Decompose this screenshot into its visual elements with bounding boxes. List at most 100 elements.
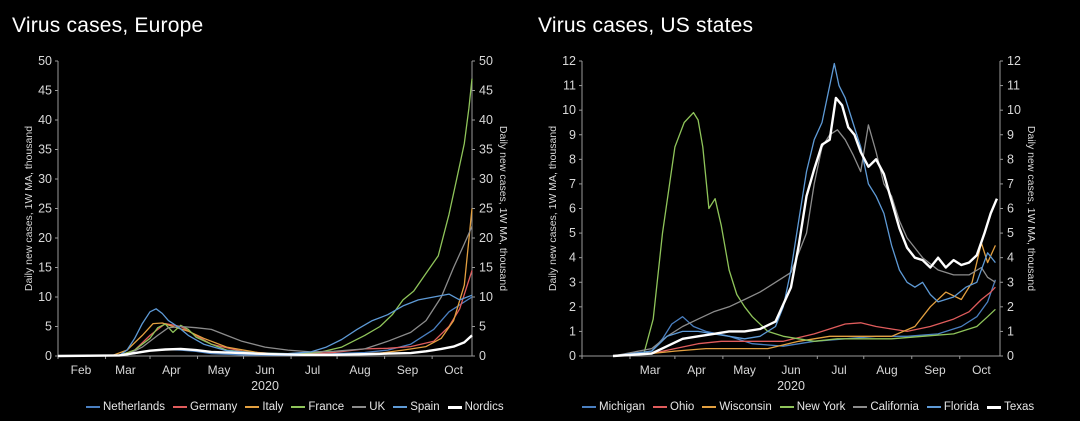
y2-tick-label: 11: [1007, 79, 1020, 93]
legend-swatch: [702, 406, 717, 408]
x-tick-label: Jul: [305, 363, 320, 377]
y2-tick-label: 3: [1007, 275, 1014, 289]
series-line-ohio: [612, 286, 996, 357]
x-tick-label: Mar: [640, 363, 661, 377]
legend-swatch: [352, 406, 367, 408]
europe-legend: Netherlands Germany Italy France UK Spain Nord…: [86, 401, 512, 413]
y-tick-label: 20: [38, 231, 52, 245]
legend-item-florida: Florida: [926, 401, 980, 413]
legend-label: Nordics: [464, 401, 504, 413]
legend-swatch: [173, 406, 188, 408]
europe-chart-panel: Virus cases, Europe 0 0 5 5 10 10 15 15 20 20 25 25…: [12, 14, 512, 413]
series-line-germany: [57, 270, 473, 357]
x-tick-label: Sep: [397, 363, 419, 377]
y-tick-label: 12: [562, 54, 576, 68]
y-tick-label: 35: [38, 143, 52, 157]
series-line-nordics: [57, 334, 473, 358]
us-legend: Michigan Ohio Wisconsin New York California F…: [582, 401, 1042, 413]
y-tick-label: 50: [38, 54, 52, 68]
y2-tick-label: 10: [1007, 103, 1021, 117]
us-chart-title: Virus cases, US states: [538, 14, 754, 37]
legend-label: California: [870, 401, 919, 413]
legend-swatch: [582, 406, 596, 408]
legend-label: Italy: [262, 401, 284, 413]
legend-item-uk: UK: [352, 401, 385, 413]
x-tick-label: Sep: [924, 363, 946, 377]
y2-tick-label: 50: [479, 54, 493, 68]
legend-label: Spain: [410, 401, 440, 413]
y-tick-label: 45: [38, 84, 52, 98]
legend-item-ohio: Ohio: [653, 401, 694, 413]
y-axis-label: Daily new cases, 1W MA, thousand: [547, 126, 559, 291]
y2-tick-label: 8: [1007, 152, 1014, 166]
x-tick-label: Oct: [972, 363, 991, 377]
legend-swatch: [86, 406, 100, 408]
y-tick-label: 30: [38, 172, 52, 186]
y-tick-label: 9: [569, 128, 576, 142]
series-line-michigan: [612, 279, 997, 357]
legend-label: Germany: [190, 401, 238, 413]
y2-tick-label: 10: [479, 290, 493, 304]
legend-item-italy: Italy: [245, 401, 283, 413]
y2-tick-label: 4: [1007, 251, 1014, 265]
y2-tick-label: 9: [1007, 128, 1014, 142]
legend-swatch: [987, 405, 1002, 409]
legend-label: New York: [796, 401, 846, 413]
series-line-uk: [57, 225, 473, 357]
y2-tick-label: 12: [1007, 54, 1021, 68]
y2-tick-label: 35: [479, 143, 493, 157]
y2-tick-label: 0: [1007, 349, 1014, 363]
x-tick-label: Jun: [255, 363, 274, 377]
x-tick-label: Apr: [162, 363, 181, 377]
y-tick-label: 40: [38, 113, 52, 127]
x-tick-label: May: [733, 363, 756, 377]
x-tick-label: May: [208, 363, 231, 377]
legend-label: Netherlands: [103, 401, 166, 413]
legend-swatch: [779, 406, 794, 408]
y-tick-label: 8: [569, 152, 576, 166]
legend-item-france: France: [291, 401, 344, 413]
y2-tick-label: 30: [479, 172, 493, 186]
y-tick-label: 11: [563, 79, 576, 93]
y2-axis-label: Daily new cases, 1W MA, thousand: [1025, 126, 1037, 291]
legend-label: Ohio: [670, 401, 695, 413]
x-tick-label: Aug: [349, 363, 370, 377]
y2-tick-label: 25: [479, 202, 493, 216]
y2-tick-label: 0: [479, 349, 486, 363]
legend-item-spain: Spain: [393, 401, 440, 413]
x-tick-label: Jun: [781, 363, 800, 377]
series-line-france: [57, 78, 473, 357]
y-tick-label: 3: [569, 275, 576, 289]
x-tick-label: Oct: [444, 363, 463, 377]
y2-tick-label: 5: [1007, 226, 1014, 240]
legend-item-california: California: [853, 401, 919, 413]
legend-label: Texas: [1004, 401, 1035, 413]
y-tick-label: 6: [569, 202, 576, 216]
legend-label: Florida: [943, 401, 980, 413]
x-tick-label: Mar: [115, 363, 136, 377]
legend-item-wisconsin: Wisconsin: [702, 401, 772, 413]
y-tick-label: 15: [38, 261, 52, 275]
y-tick-label: 7: [569, 177, 576, 191]
y-tick-label: 4: [569, 251, 576, 265]
legend-swatch: [245, 406, 260, 408]
legend-item-michigan: Michigan: [582, 401, 645, 413]
legend-swatch: [853, 406, 868, 408]
x-tick-label: Jul: [831, 363, 846, 377]
legend-swatch: [653, 406, 668, 408]
x-axis-label: 2020: [251, 379, 279, 393]
y-axis-label: Daily new cases, 1W MA, thousand: [23, 126, 35, 291]
x-tick-label: Aug: [876, 363, 897, 377]
x-axis-label: 2020: [777, 379, 805, 393]
legend-label: Wisconsin: [719, 401, 772, 413]
legend-label: Michigan: [599, 401, 646, 413]
series-line-new-york: [612, 111, 996, 357]
y-tick-label: 10: [562, 103, 576, 117]
y2-tick-label: 1: [1007, 324, 1014, 338]
series-line-california: [612, 124, 996, 357]
y2-axis-label: Daily new cases, 1W MA, thousand: [497, 126, 509, 291]
y-tick-label: 2: [569, 300, 576, 314]
y-tick-label: 0: [569, 349, 576, 363]
